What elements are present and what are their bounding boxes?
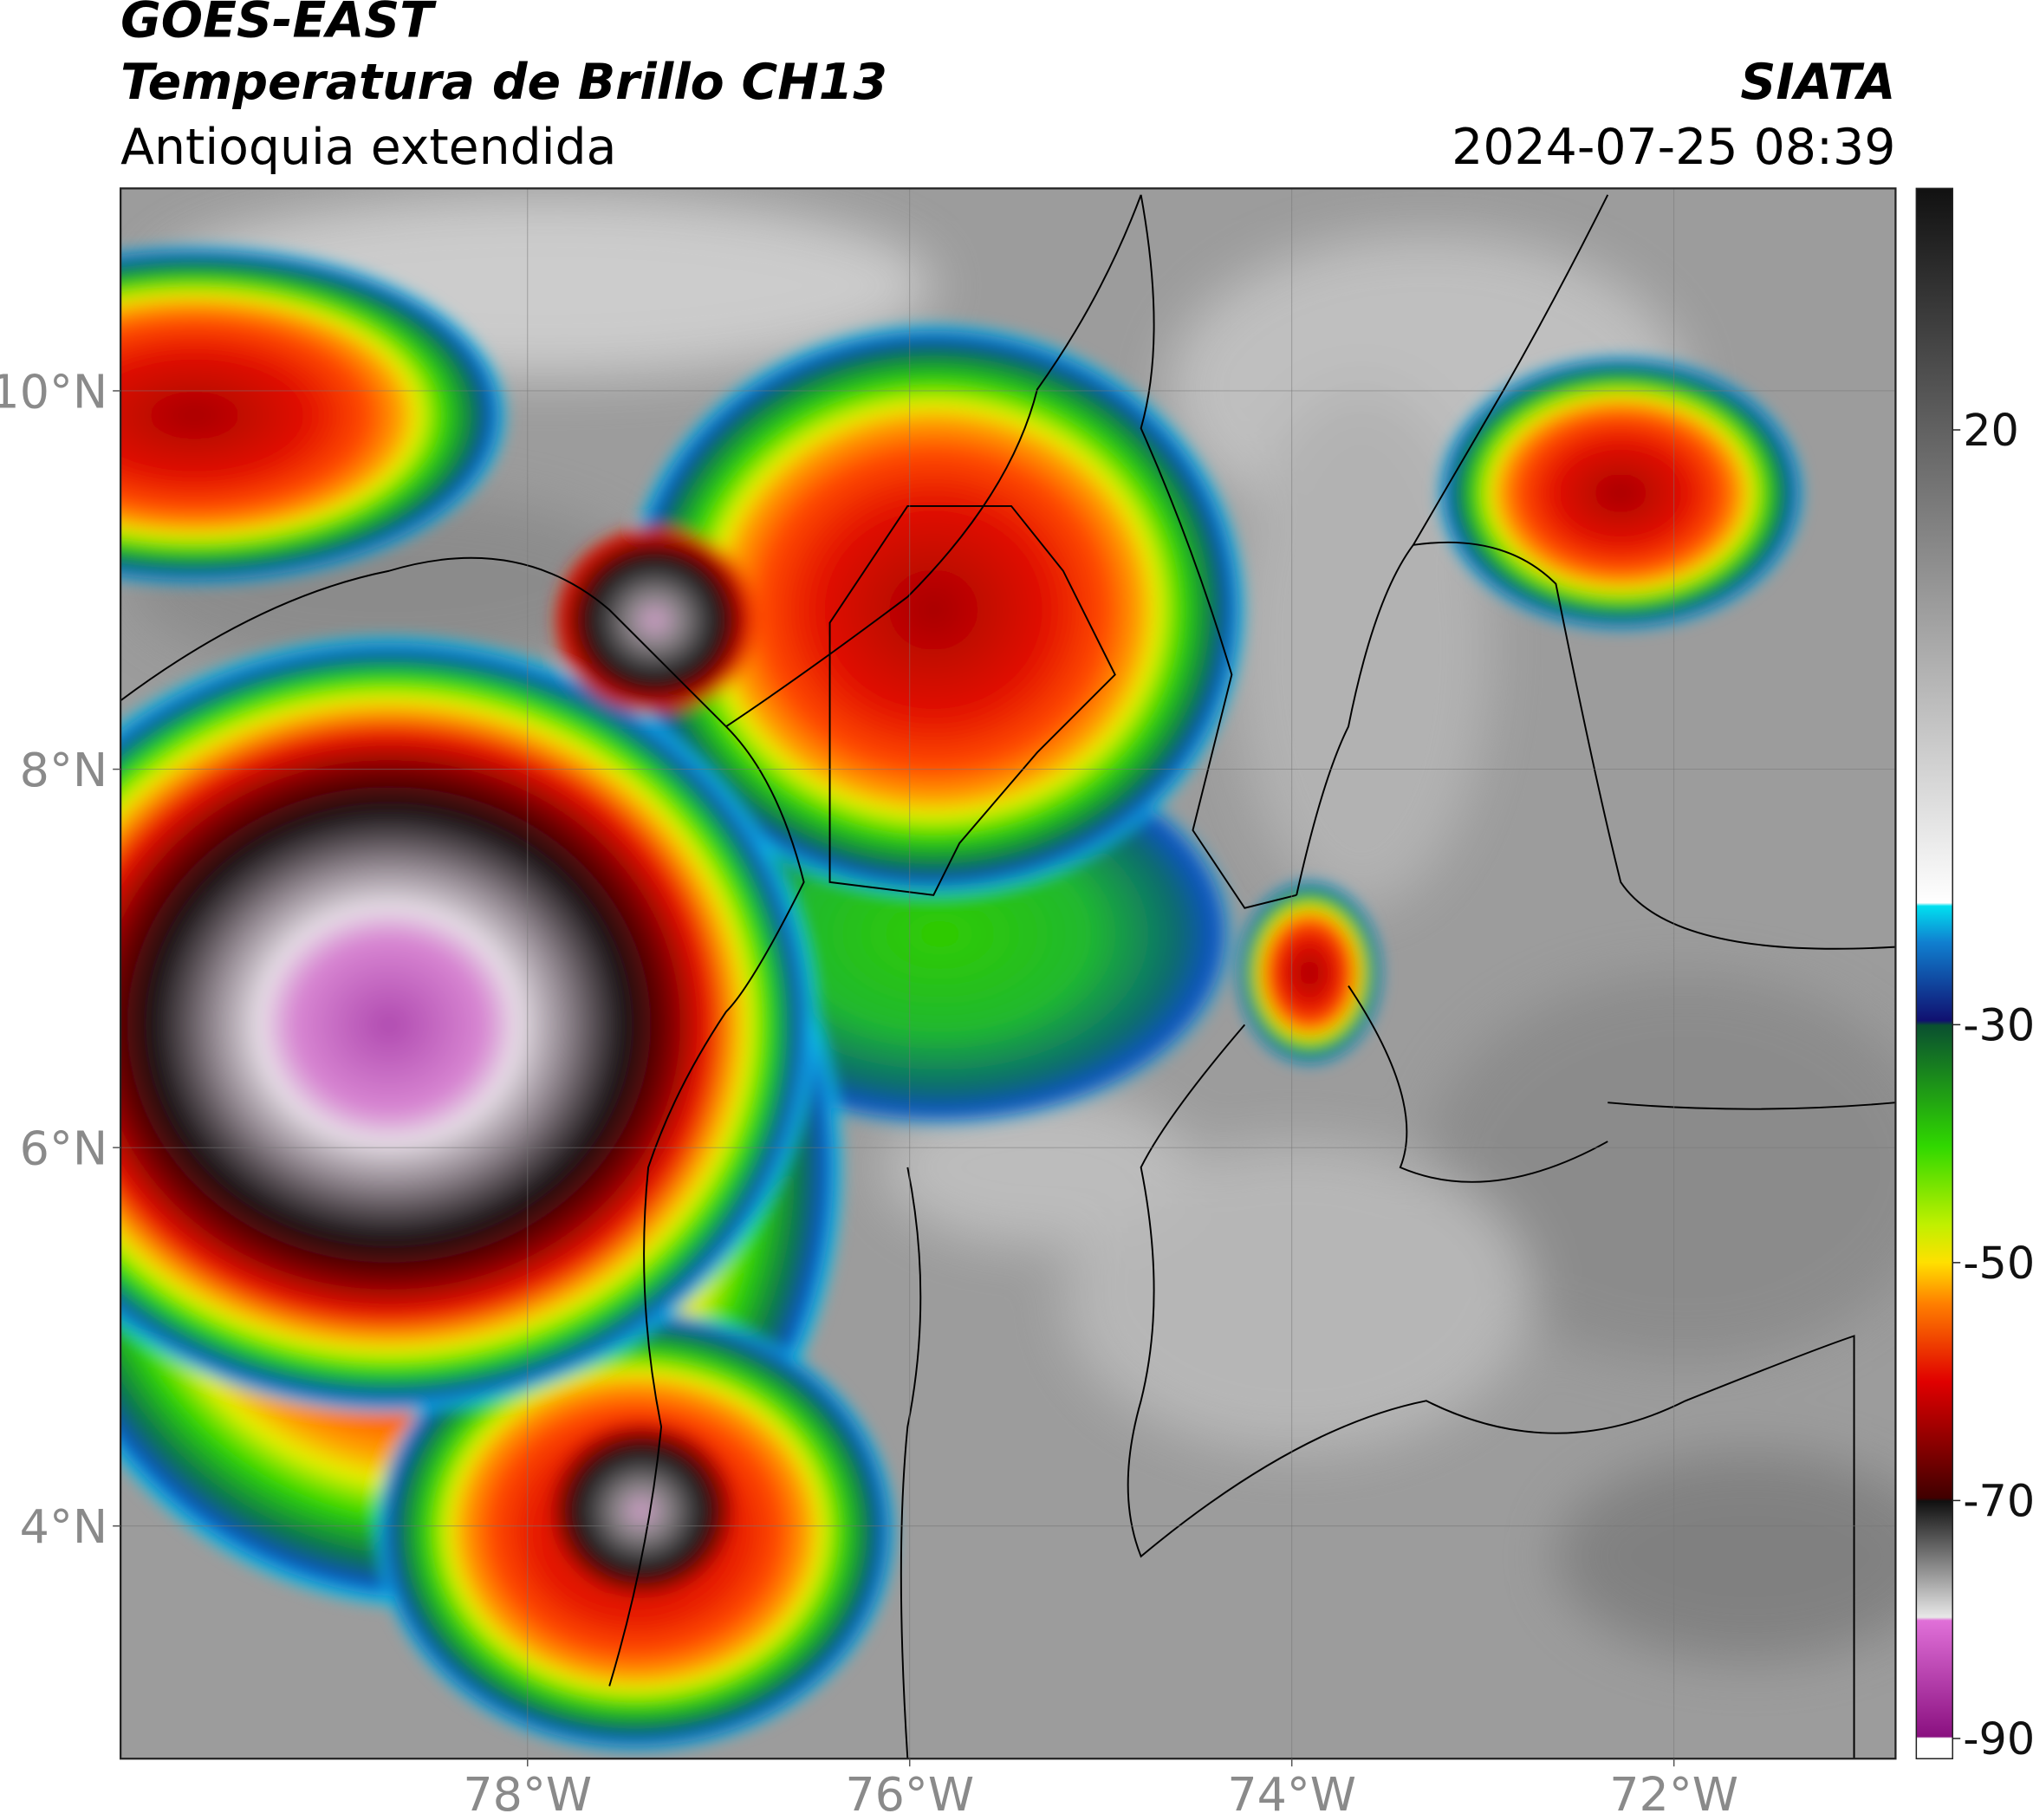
subtitle: Temperatura de Brillo CH13 (120, 54, 887, 111)
colorbar-tick-label: -90 (1963, 1713, 2033, 1765)
colorbar-tick-label: -50 (1963, 1238, 2033, 1289)
x-tick-label: 78°W (463, 1767, 592, 1820)
y-tick-label: 6°N (20, 1121, 107, 1176)
region: Antioquia extendida (120, 119, 616, 176)
y-tick-label: 8°N (20, 743, 107, 797)
map-image (120, 188, 1896, 1759)
colorbar-tick-label: 20 (1963, 405, 2019, 456)
colorbar-tick-label: -70 (1963, 1475, 2033, 1526)
colorbar (1915, 187, 1953, 1759)
source: SIATA (1740, 54, 1895, 111)
x-tick-label: 76°W (845, 1767, 974, 1820)
colorbar-tick-label: -30 (1963, 999, 2033, 1050)
grid (120, 188, 1896, 1759)
timestamp: 2024-07-25 08:39 (1452, 119, 1895, 176)
x-tick-label: 74°W (1227, 1767, 1356, 1820)
map-frame (120, 187, 1897, 1760)
y-tick-label: 4°N (20, 1499, 107, 1554)
x-tick-label: 72°W (1609, 1767, 1738, 1820)
title: GOES-EAST (120, 0, 437, 49)
y-tick-label: 10°N (0, 364, 107, 419)
